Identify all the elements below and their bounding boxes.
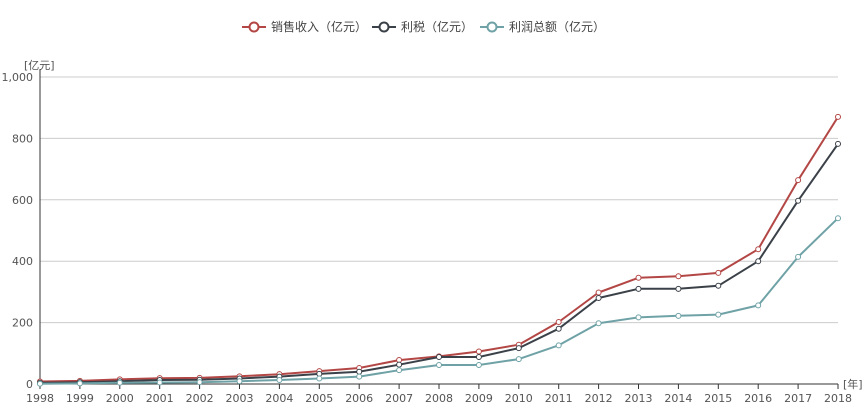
legend-label: 销售收入（亿元）: [271, 19, 367, 34]
x-tick-label: 2014: [664, 392, 692, 405]
y-tick-label: 600: [12, 194, 33, 207]
data-point[interactable]: [236, 378, 243, 385]
y-tick-label: 400: [12, 255, 33, 268]
data-point[interactable]: [755, 246, 762, 253]
data-point[interactable]: [755, 258, 762, 265]
x-tick-label: 2001: [146, 392, 174, 405]
data-point[interactable]: [515, 345, 522, 352]
y-tick-label: 800: [12, 132, 33, 145]
data-point[interactable]: [595, 289, 602, 296]
data-point[interactable]: [196, 379, 203, 386]
data-point[interactable]: [635, 285, 642, 292]
data-point[interactable]: [37, 380, 43, 387]
legend-item[interactable]: 销售收入（亿元）: [242, 19, 367, 34]
legend-item[interactable]: 利税（亿元）: [372, 19, 473, 34]
x-tick-label: 1999: [66, 392, 94, 405]
x-tick-label: 2011: [545, 392, 573, 405]
series-1: [37, 140, 841, 386]
data-point[interactable]: [635, 274, 642, 281]
x-tick-label: 2018: [824, 392, 852, 405]
data-point[interactable]: [675, 273, 682, 280]
data-point[interactable]: [515, 356, 522, 363]
series-line: [39, 143, 839, 384]
data-point[interactable]: [675, 285, 682, 292]
x-tick-label: 1998: [26, 392, 54, 405]
legend-label: 利润总额（亿元）: [509, 19, 605, 34]
data-point[interactable]: [555, 318, 562, 325]
data-point[interactable]: [555, 342, 562, 349]
grid-lines: [40, 76, 838, 324]
series-line: [39, 116, 839, 383]
data-point[interactable]: [795, 197, 802, 204]
x-tick-label: 2003: [226, 392, 254, 405]
data-point[interactable]: [795, 253, 802, 260]
y-tick-label: 0: [26, 378, 33, 391]
data-point[interactable]: [835, 140, 841, 147]
x-tick-label: 2012: [585, 392, 613, 405]
data-point[interactable]: [795, 177, 802, 184]
legend-marker-icon: [378, 21, 390, 33]
legend-marker-icon: [248, 21, 260, 33]
data-point[interactable]: [276, 377, 283, 384]
x-tick-label: 2013: [625, 392, 653, 405]
data-point[interactable]: [76, 380, 83, 387]
data-point[interactable]: [835, 113, 841, 120]
x-tick-label: 2010: [505, 392, 533, 405]
x-tick-label: 2017: [784, 392, 812, 405]
data-point[interactable]: [475, 361, 482, 368]
data-point[interactable]: [436, 353, 442, 360]
data-point[interactable]: [475, 353, 482, 360]
legend-marker-icon: [486, 21, 498, 33]
data-point[interactable]: [595, 295, 602, 302]
y-axis-title: [亿元]: [24, 59, 55, 72]
y-tick-label: 200: [12, 317, 33, 330]
data-point[interactable]: [156, 379, 163, 386]
data-point[interactable]: [555, 325, 562, 332]
x-tick-label: 2008: [425, 392, 453, 405]
x-tick-label: 2000: [106, 392, 134, 405]
data-point[interactable]: [396, 361, 403, 368]
x-tick-label: 2016: [744, 392, 772, 405]
axes: 0 200 400 600 800 1,000 1998 1999 2000 2001 2002 20…: [2, 69, 852, 405]
data-point[interactable]: [356, 368, 363, 375]
x-axis-title: [年]: [843, 377, 863, 391]
data-point[interactable]: [755, 302, 762, 309]
x-tick-label: 2006: [345, 392, 373, 405]
data-point[interactable]: [715, 282, 722, 289]
data-point[interactable]: [715, 311, 722, 318]
data-point[interactable]: [356, 373, 363, 380]
series-2: [37, 215, 841, 387]
series-lines: [37, 113, 841, 387]
x-tick-label: 2004: [265, 392, 293, 405]
data-point[interactable]: [835, 215, 841, 222]
x-tick-label: 2005: [305, 392, 333, 405]
data-point[interactable]: [116, 379, 123, 386]
data-point[interactable]: [635, 314, 642, 321]
y-tick-label: 1,000: [2, 71, 34, 84]
data-point[interactable]: [595, 320, 602, 327]
legend-label: 利税（亿元）: [401, 19, 473, 34]
data-point[interactable]: [436, 361, 442, 368]
data-point[interactable]: [396, 367, 403, 374]
x-tick-label: 2002: [186, 392, 214, 405]
data-point[interactable]: [475, 348, 482, 355]
legend[interactable]: 销售收入（亿元） 利税（亿元） 利润总额（亿元）: [242, 19, 605, 34]
data-point[interactable]: [675, 312, 682, 319]
x-tick-label: 2009: [465, 392, 493, 405]
data-point[interactable]: [715, 269, 722, 276]
data-point[interactable]: [316, 375, 323, 382]
x-tick-label: 2007: [385, 392, 413, 405]
series-0: [37, 113, 841, 385]
x-tick-label: 2015: [704, 392, 732, 405]
legend-item[interactable]: 利润总额（亿元）: [480, 19, 605, 34]
